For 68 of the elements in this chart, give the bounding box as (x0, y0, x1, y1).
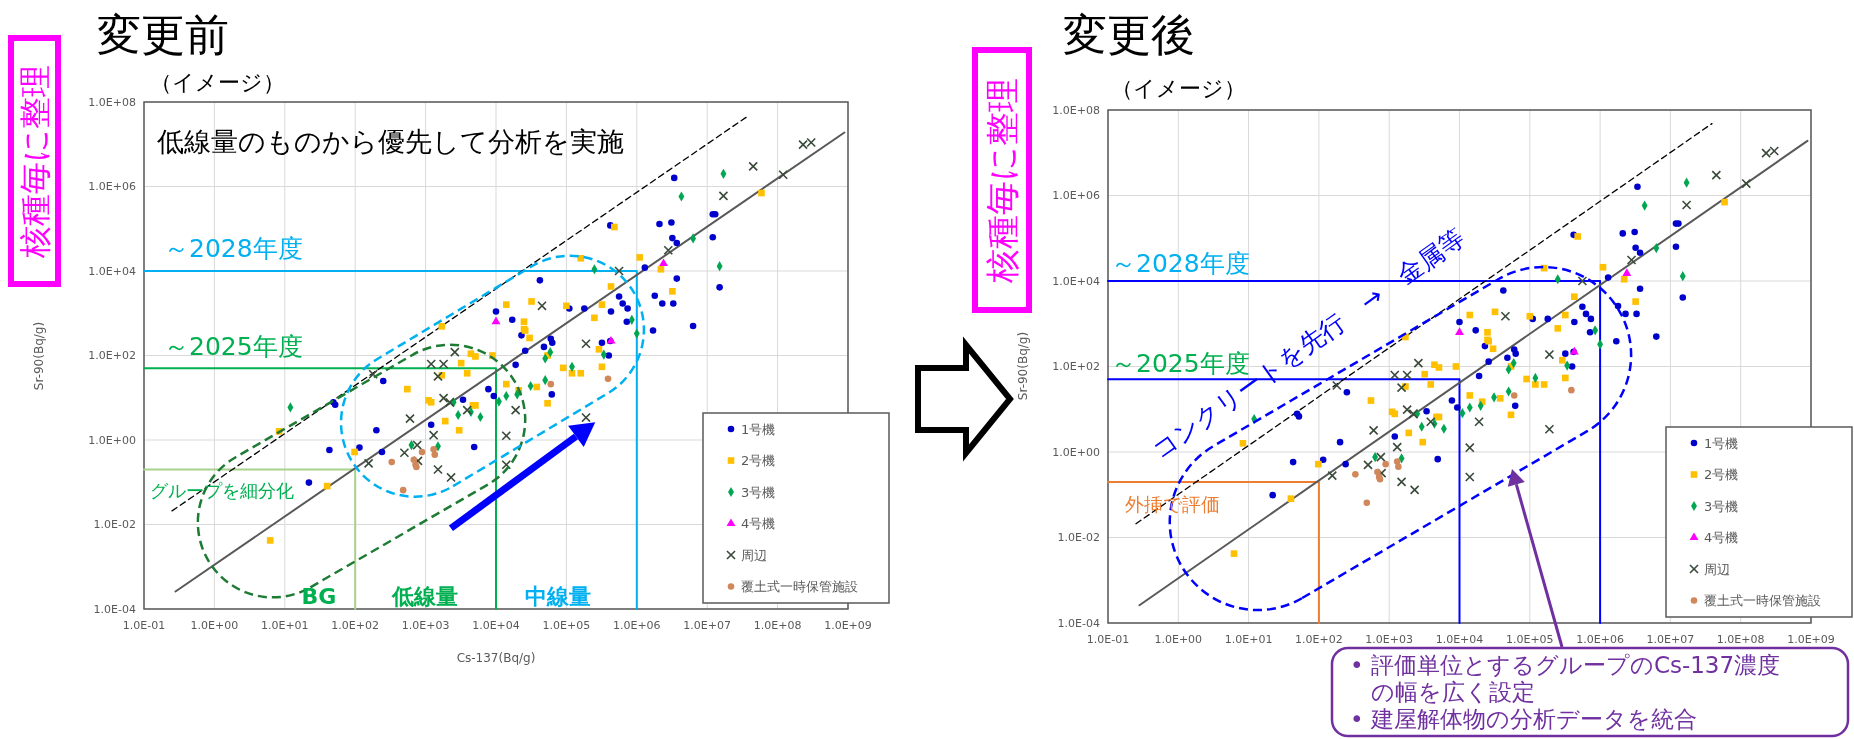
y-tick-label: 1.0E+00 (1052, 445, 1100, 459)
annotation: 低線量のものから優先して分析を実施 (157, 126, 624, 157)
y-axis-title: Sr-90(Bq/g) (1016, 331, 1030, 401)
y-tick-label: 1.0E+04 (88, 264, 136, 278)
x-tick-label: 1.0E+07 (1646, 633, 1695, 646)
legend-label: 3号機 (741, 484, 776, 500)
x-tick-label: 1.0E+02 (331, 619, 380, 632)
x-tick-label: 1.0E+04 (472, 619, 520, 632)
x-tick-label: 1.0E+08 (1716, 633, 1765, 646)
y-tick-label: 1.0E+08 (1052, 103, 1100, 117)
x-tick-label: 1.0E+06 (1576, 633, 1624, 646)
x-tick-label: 1.0E+09 (1787, 633, 1835, 646)
y-tick-label: 1.0E+06 (88, 180, 136, 193)
x-tick-label: 1.0E+01 (1224, 633, 1273, 646)
x-tick-label: 1.0E-01 (122, 619, 166, 632)
annotation: 低線量 (391, 584, 458, 609)
y-tick-label: 1.0E+04 (1052, 274, 1100, 288)
annotation: グループを細分化 (150, 480, 294, 501)
x-tick-label: 1.0E+00 (190, 619, 239, 632)
legend-label: 周辺 (1704, 561, 1730, 577)
legend-label: 1号機 (1704, 435, 1739, 451)
text: • 建屋解体物の分析データを統合 (1350, 706, 1697, 732)
y-tick-label: 1.0E+00 (88, 433, 136, 447)
x-axis-title: Cs-137(Bq/g) (456, 651, 536, 665)
y-tick-label: 1.0E-04 (1057, 616, 1100, 630)
legend-label: 周辺 (741, 547, 767, 563)
x-tick-label: 1.0E+09 (824, 619, 872, 632)
x-tick-label: 1.0E+06 (612, 619, 661, 632)
text: 核種毎に整理 (15, 64, 54, 259)
legend-label: 覆土式一時保管施設 (1704, 593, 1821, 608)
x-tick-label: 1.0E+08 (753, 619, 802, 632)
y-tick-label: 1.0E+08 (88, 95, 136, 109)
legend-label: 2号機 (741, 453, 776, 468)
chart-title: 変更後 (1063, 9, 1195, 60)
x-tick-label: 1.0E-01 (1086, 633, 1130, 646)
chart-subtitle: （イメージ） (150, 70, 285, 95)
chart-title: 変更前 (97, 9, 229, 60)
annotation: BG (301, 584, 337, 609)
legend-label: 4号機 (741, 516, 776, 531)
legend-label: 2号機 (1704, 467, 1739, 482)
y-tick-label: 1.0E+02 (88, 349, 136, 362)
x-tick-label: 1.0E+00 (1154, 633, 1203, 646)
x-tick-label: 1.0E+03 (1365, 633, 1414, 646)
y-axis-title: Sr-90(Bq/g) (32, 321, 46, 391)
y-tick-label: 1.0E-02 (93, 518, 136, 531)
y-tick-label: 1.0E-02 (1057, 531, 1100, 544)
x-tick-label: 1.0E+05 (542, 619, 591, 632)
annotation: ～2025年度 (1111, 349, 1250, 378)
x-tick-label: 1.0E+04 (1435, 633, 1484, 646)
annotation: 中線量 (525, 584, 591, 609)
y-tick-label: 1.0E+02 (1052, 360, 1100, 373)
annotation: ～2028年度 (1111, 249, 1250, 278)
legend-label: 4号機 (1704, 530, 1739, 545)
legend-label: 1号機 (741, 421, 776, 437)
x-tick-label: 1.0E+05 (1505, 633, 1554, 646)
annotation: ～2028年度 (164, 234, 303, 263)
legend-label: 3号機 (1704, 498, 1739, 514)
y-tick-label: 1.0E-04 (93, 602, 136, 616)
text: • 評価単位とするグループのCs-137濃度の幅を広く設定 (1350, 652, 1781, 705)
annotation: ～2025年度 (164, 332, 303, 361)
text: 核種毎に整理 (982, 77, 1022, 284)
legend-label: 覆土式一時保管施設 (741, 579, 858, 594)
x-tick-label: 1.0E+01 (260, 619, 309, 632)
x-tick-label: 1.0E+02 (1295, 633, 1343, 646)
y-tick-label: 1.0E+06 (1052, 189, 1100, 202)
x-tick-label: 1.0E+03 (401, 619, 450, 632)
chart-subtitle: （イメージ） (1111, 76, 1246, 101)
x-tick-label: 1.0E+07 (683, 619, 732, 632)
